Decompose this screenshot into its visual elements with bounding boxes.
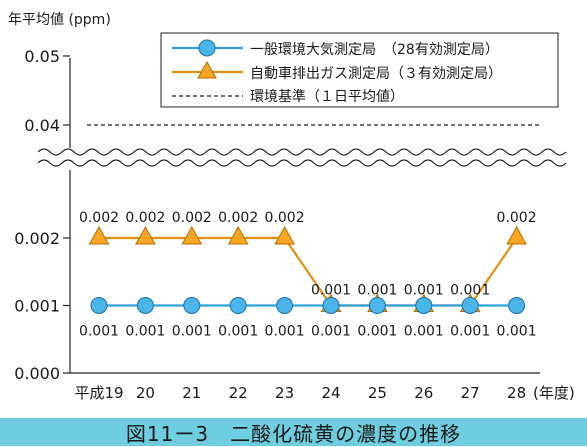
general-marker xyxy=(183,297,201,314)
legend-marker-general xyxy=(198,39,216,57)
general-marker xyxy=(508,297,526,314)
general-marker xyxy=(461,297,479,314)
x-tick-label: 23 xyxy=(275,384,294,402)
legend-marker-roadside xyxy=(197,60,217,79)
y-axis-title: 年平均値 (ppm) xyxy=(8,12,111,28)
roadside-marker xyxy=(135,225,156,245)
x-tick-label: 平成19 xyxy=(74,384,123,402)
general-marker xyxy=(368,297,386,314)
roadside-data-label: 0.002 xyxy=(125,210,165,226)
x-tick-label: 26 xyxy=(414,384,433,402)
roadside-data-label: 0.001 xyxy=(450,283,490,299)
y-tick-label: 0.001 xyxy=(14,297,60,316)
roadside-marker xyxy=(88,225,110,245)
general-data-label: 0.001 xyxy=(172,324,212,340)
general-data-label: 0.001 xyxy=(79,324,119,340)
general-marker xyxy=(229,297,247,314)
axis-break-wave-top xyxy=(37,148,567,156)
legend-box xyxy=(160,32,559,108)
general-data-label: 0.001 xyxy=(311,324,351,340)
axis-break-wave-bottom xyxy=(37,159,567,167)
x-tick-label: 22 xyxy=(229,384,248,402)
general-marker xyxy=(90,297,108,314)
y-tick-label: 0.04 xyxy=(24,116,60,135)
figure-caption: 図11ー3 二酸化硫黄の濃度の推移 xyxy=(125,421,462,446)
roadside-data-label: 0.002 xyxy=(79,210,119,226)
roadside-marker xyxy=(506,225,527,245)
x-tick-label: 24 xyxy=(321,384,340,402)
y-tick-label: 0.000 xyxy=(14,364,60,383)
general-data-label: 0.001 xyxy=(450,324,490,340)
roadside-data-label: 0.001 xyxy=(311,283,351,299)
general-data-label: 0.001 xyxy=(497,324,537,340)
roadside-marker xyxy=(274,225,295,245)
roadside-data-label: 0.002 xyxy=(218,210,258,226)
legend-label-roadside: 自動車排出ガス測定局（３有効測定局） xyxy=(250,65,502,82)
general-marker xyxy=(136,297,154,314)
x-tick-label: 21 xyxy=(182,384,201,402)
roadside-data-label: 0.001 xyxy=(404,283,444,299)
general-data-label: 0.001 xyxy=(218,324,258,340)
y-tick-label: 0.002 xyxy=(14,229,60,248)
roadside-marker xyxy=(227,225,249,245)
general-data-label: 0.001 xyxy=(357,324,397,340)
general-marker xyxy=(276,297,294,314)
general-data-label: 0.001 xyxy=(404,324,444,340)
roadside-marker xyxy=(181,225,203,245)
caption-bar: 図11ー3 二酸化硫黄の濃度の推移 xyxy=(0,418,587,446)
general-data-label: 0.001 xyxy=(125,324,165,340)
chart-plot: 年平均値 (ppm) 0.000 0.001 0.002 0.04 0.05 平成19 20… xyxy=(8,12,575,402)
roadside-data-label: 0.002 xyxy=(172,210,212,226)
x-axis-title: (年度) xyxy=(533,384,575,402)
x-tick-label: 20 xyxy=(136,384,155,402)
roadside-data-label: 0.001 xyxy=(357,283,397,299)
legend: 一般環境大気測定局 （28有効測定局） 自動車排出ガス測定局（３有効測定局） 環境基… xyxy=(160,32,559,108)
general-data-label: 0.001 xyxy=(265,324,305,340)
legend-label-reference: 環境基準（１日平均値） xyxy=(250,88,404,105)
x-tick-label: 27 xyxy=(461,384,480,402)
y-tick-label: 0.05 xyxy=(24,47,60,66)
roadside-data-label: 0.002 xyxy=(497,210,537,226)
roadside-data-label: 0.002 xyxy=(265,210,305,226)
general-marker xyxy=(322,297,340,314)
x-tick-label: 28 xyxy=(507,384,526,402)
x-tick-label: 25 xyxy=(368,384,387,402)
general-marker xyxy=(415,297,433,314)
legend-label-general: 一般環境大気測定局 （28有効測定局） xyxy=(250,42,499,58)
